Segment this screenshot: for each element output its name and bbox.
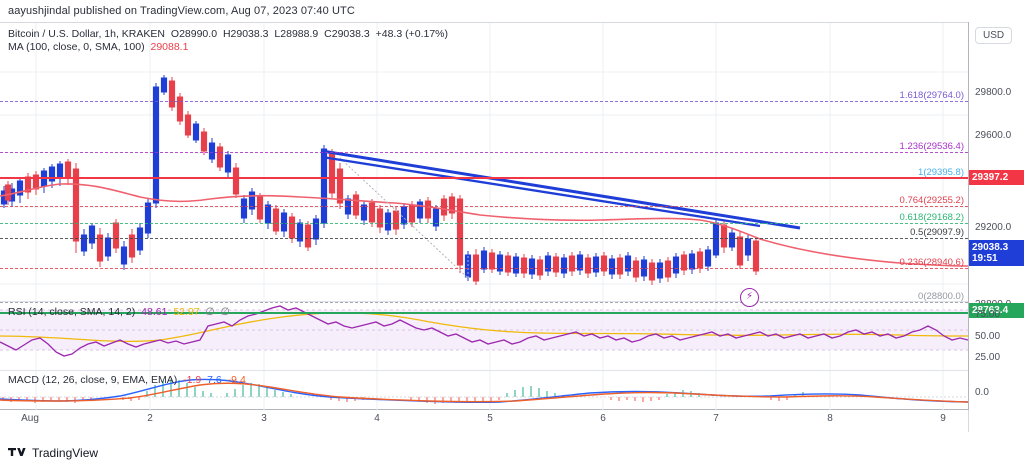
symbol-label: Bitcoin / U.S. Dollar, 1h, KRAKEN	[8, 28, 165, 40]
rsi-value: 48.61	[141, 306, 168, 318]
price-badge-0[interactable]: 29397.2	[969, 170, 1024, 185]
tradingview-label: TradingView	[32, 446, 99, 460]
ma-title: MA (100, close, 0, SMA, 100)	[8, 41, 145, 53]
macd-signal-line	[0, 382, 968, 403]
time-label-4: 5	[487, 413, 493, 424]
time-label-5: 6	[600, 413, 606, 424]
indicator-tick-2: 25.00	[975, 352, 1001, 363]
price-badge-time-1: 19:51	[972, 253, 998, 264]
ma-legend[interactable]: MA (100, close, 0, SMA, 100) 29088.1	[8, 41, 191, 53]
macd-hist-value: -1.9	[183, 374, 202, 386]
alert-bolt-icon[interactable]: ⚡	[740, 288, 759, 307]
time-label-2: 3	[261, 413, 267, 424]
price-pane[interactable]: Bitcoin / U.S. Dollar, 1h, KRAKEN O28990…	[0, 23, 968, 301]
price-tick-0: 29800.0	[975, 87, 1012, 98]
macd-plot	[0, 371, 968, 411]
rsi-value-4: ∅	[220, 306, 230, 318]
tv-glyph	[8, 447, 26, 456]
time-label-7: 8	[827, 413, 833, 424]
rsi-plot	[0, 302, 968, 370]
price-tick-1: 29600.0	[975, 130, 1012, 141]
close-value: C29038.3	[324, 28, 370, 40]
time-axis-separator	[968, 410, 969, 432]
macd-legend[interactable]: MACD (12, 26, close, 9, EMA, EMA) -1.9 7…	[8, 374, 249, 386]
indicator-tick-1: 50.00	[975, 331, 1001, 342]
trendline-upper	[321, 149, 801, 230]
time-label-0: Aug	[21, 413, 39, 424]
tradingview-watermark: TradingView	[8, 446, 98, 460]
price-plot	[0, 23, 968, 301]
indicator-tick-0: 75.00	[975, 309, 1001, 320]
rsi-legend[interactable]: RSI (14, close, SMA, 14, 2) 48.61 52.97 …	[8, 306, 233, 318]
time-label-8: 9	[940, 413, 946, 424]
macd-pane[interactable]: MACD (12, 26, close, 9, EMA, EMA) -1.9 7…	[0, 370, 968, 411]
currency-label[interactable]: USD	[975, 27, 1013, 44]
attribution-text: aayushjindal published on TradingView.co…	[8, 5, 355, 17]
indicator-tick-3: 0.0	[975, 387, 989, 398]
low-value: L28988.9	[274, 28, 319, 40]
macd-title: MACD (12, 26, close, 9, EMA, EMA)	[8, 374, 178, 386]
rsi-value-3: ∅	[205, 306, 215, 318]
rsi-pane[interactable]: RSI (14, close, SMA, 14, 2) 48.61 52.97 …	[0, 301, 968, 370]
grid-lines	[0, 23, 968, 301]
time-label-3: 4	[374, 413, 380, 424]
rsi-sma-value: 52.97	[173, 306, 200, 318]
price-badge-1[interactable]: 29038.3 19:51	[969, 240, 1024, 266]
rsi-title: RSI (14, close, SMA, 14, 2)	[8, 306, 136, 318]
trendline-lower	[321, 155, 761, 228]
ma-100-line	[0, 183, 968, 267]
chart-frame: Bitcoin / U.S. Dollar, 1h, KRAKEN O28990…	[0, 22, 1024, 411]
price-badge-2[interactable]: 28763.4	[969, 303, 1024, 318]
tradingview-logo-icon	[8, 447, 27, 459]
macd-value: 7.6	[207, 374, 222, 386]
time-label-1: 2	[147, 413, 153, 424]
candlestick-series	[0, 75, 760, 285]
open-value: O28990.0	[170, 28, 218, 40]
price-legend[interactable]: Bitcoin / U.S. Dollar, 1h, KRAKEN O28990…	[8, 28, 451, 40]
high-value: H29038.3	[222, 28, 269, 40]
time-label-6: 7	[713, 413, 719, 424]
macd-histogram	[2, 379, 804, 404]
ma-value: 29088.1	[150, 41, 189, 53]
rsi-line	[0, 305, 968, 357]
price-scale[interactable]: 29800.029600.029200.028800.029397.229038…	[968, 22, 1024, 410]
change-value: +48.3 (+0.17%)	[375, 28, 448, 40]
price-tick-2: 29200.0	[975, 222, 1012, 233]
rsi-sma-line	[0, 312, 968, 343]
macd-signal-value: -9.4	[227, 374, 246, 386]
time-axis[interactable]: Aug 2 3 4 5 6 7 8 9	[0, 410, 1024, 432]
